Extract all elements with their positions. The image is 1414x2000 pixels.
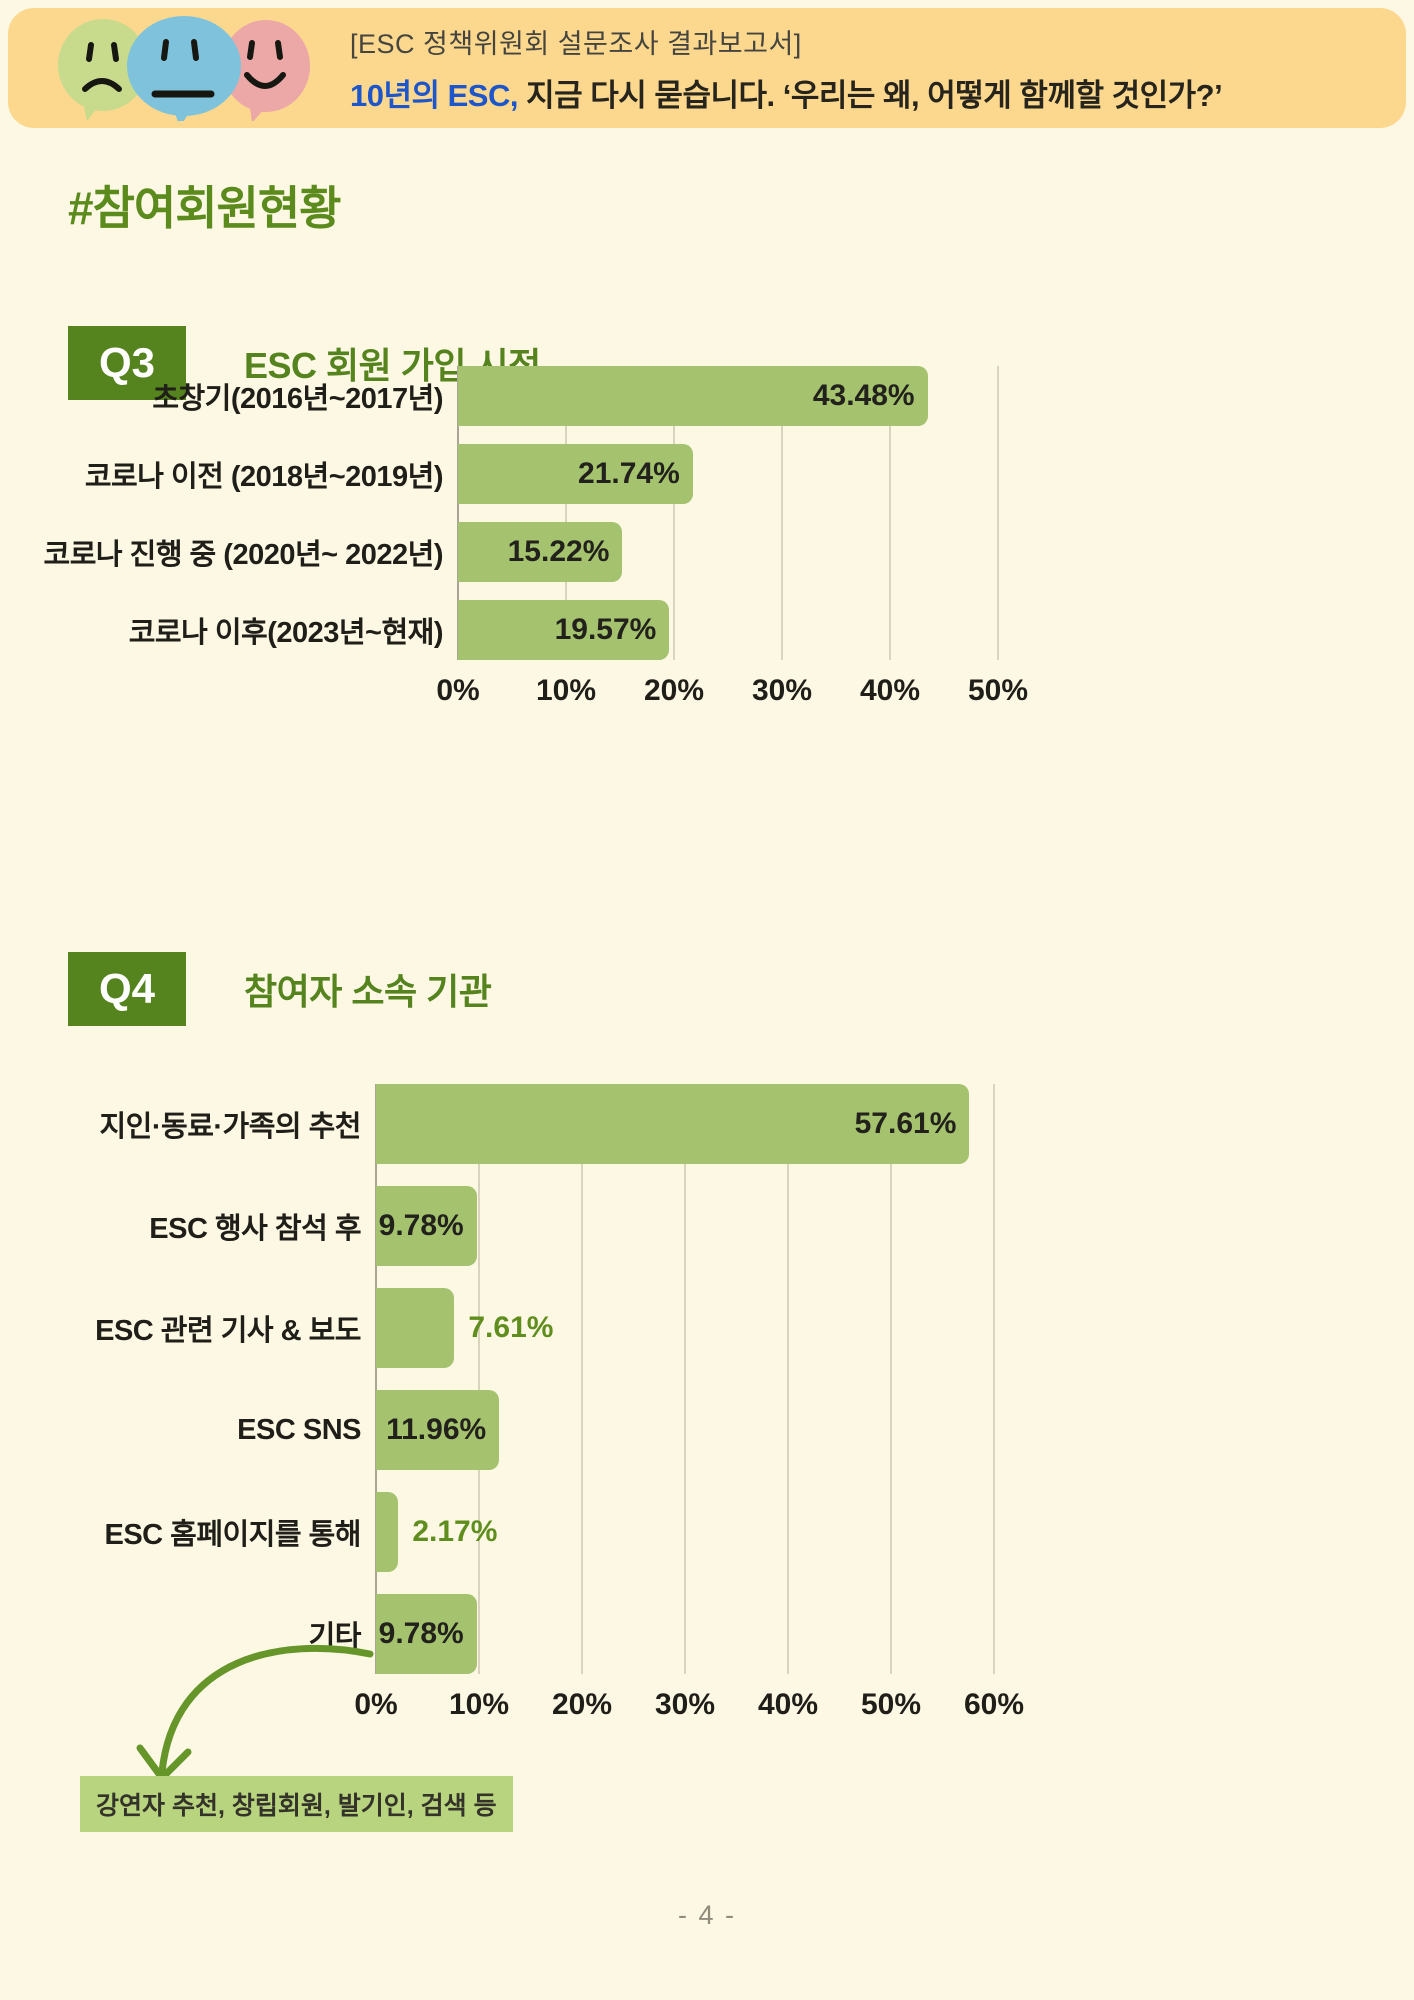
gridline xyxy=(684,1084,686,1674)
q4-bars: 57.61% 9.78% 7.61% 11.96% 2.17% 9.78% xyxy=(376,1084,994,1674)
axis-tick-label: 10% xyxy=(448,1688,510,1721)
bar-value-label: 15.22% xyxy=(507,535,610,568)
bar-value-label: 43.48% xyxy=(812,379,915,412)
report-kicker: [ESC 정책위원회 설문조사 결과보고서] xyxy=(350,28,802,59)
etc-note: 강연자 추천, 창립회원, 발기인, 검색 등 xyxy=(80,1776,513,1832)
bar: 21.74% xyxy=(458,444,693,504)
q3-x-axis: 0% 10% 20% 30% 40% 50% xyxy=(436,674,1028,710)
bar: 15.22% xyxy=(458,522,623,582)
category-label: 코로나 이후(2023년~현재) xyxy=(128,617,444,649)
gridline xyxy=(478,1084,480,1674)
q4-bar-chart: 지인·동료·가족의 추천 ESC 행사 참석 후 ESC 관련 기사 & 보도 ESC… xyxy=(68,1084,1024,1724)
bar-value-label: 9.78% xyxy=(378,1209,464,1242)
headline-rest: 지금 다시 묻습니다. ‘우리는 왜, 어떻게 함께할 것인가?’ xyxy=(518,77,1223,113)
q3-bar-chart: 초창기(2016년~2017년) 코로나 이전 (2018년~2019년) 코로나 … xyxy=(43,366,1028,710)
q3-plot-area: 43.48% 21.74% 15.22% 19.57% 0% 10% 20% 30% 40% 5… xyxy=(436,366,1028,710)
page-number: - 4 - xyxy=(677,1900,736,1930)
bar-value-label: 11.96% xyxy=(386,1413,487,1446)
gridline xyxy=(889,366,891,660)
bar: 11.96% xyxy=(376,1390,500,1470)
bar: 43.48% xyxy=(458,366,928,426)
q4-category-labels: 지인·동료·가족의 추천 ESC 행사 참석 후 ESC 관련 기사 & 보도 ESC… xyxy=(68,1084,361,1724)
q4-title: 참여자 소속 기관 xyxy=(244,971,492,1012)
headline-highlight: 10년의 ESC, xyxy=(350,77,519,113)
q4-badge: Q4 xyxy=(68,952,186,1026)
axis-tick-label: 20% xyxy=(643,674,705,707)
gridline xyxy=(993,1084,995,1674)
axis-tick-label: 0% xyxy=(436,674,480,707)
header-text-block: [ESC 정책위원회 설문조사 결과보고서] 10년의 ESC, 지금 다시 묻… xyxy=(350,22,1223,115)
speech-bubbles-faces-icon xyxy=(58,16,310,121)
gridline xyxy=(781,366,783,660)
bar-row: 9.78% xyxy=(376,1186,994,1266)
q4-header: Q4 참여자 소속 기관 xyxy=(68,952,492,1026)
category-label: ESC 행사 참석 후 xyxy=(149,1213,361,1245)
gridline xyxy=(787,1084,789,1674)
header-banner: [ESC 정책위원회 설문조사 결과보고서] 10년의 ESC, 지금 다시 묻… xyxy=(8,8,1406,128)
axis-tick-label: 40% xyxy=(859,674,921,707)
bar: 9.78% xyxy=(376,1594,477,1674)
gridline xyxy=(890,1084,892,1674)
bar-row: 2.17% xyxy=(376,1492,994,1572)
bar-row: 15.22% xyxy=(458,522,998,582)
axis-tick-label: 10% xyxy=(535,674,597,707)
q3-category-labels: 초창기(2016년~2017년) 코로나 이전 (2018년~2019년) 코로나 … xyxy=(43,366,444,710)
category-label: ESC 관련 기사 & 보도 xyxy=(95,1315,361,1347)
bar-row: 19.57% xyxy=(458,600,998,660)
bar-row: 9.78% xyxy=(376,1594,994,1674)
q4-gridlines xyxy=(375,1084,995,1674)
bar: 57.61% xyxy=(376,1084,970,1164)
gridline xyxy=(673,366,675,660)
q4-plot-area: 57.61% 9.78% 7.61% 11.96% 2.17% 9.78% 0% 10% 20… xyxy=(354,1084,1024,1724)
bar-row: 7.61% xyxy=(376,1288,994,1368)
bar-row: 11.96% xyxy=(376,1390,994,1470)
q3-badge: Q3 xyxy=(68,326,186,400)
category-label: ESC SNS xyxy=(237,1413,361,1446)
category-label: 초창기(2016년~2017년) xyxy=(152,383,443,415)
category-label: 코로나 이전 (2018년~2019년) xyxy=(84,461,444,493)
category-label: 지인·동료·가족의 추천 xyxy=(99,1111,362,1143)
axis-tick-label: 20% xyxy=(551,1688,613,1721)
bar-row: 57.61% xyxy=(376,1084,994,1164)
gridline xyxy=(997,366,999,660)
bar: 9.78% xyxy=(376,1186,477,1266)
axis-tick-label: 50% xyxy=(860,1688,922,1721)
category-label: 코로나 진행 중 (2020년~ 2022년) xyxy=(43,539,444,571)
bar-value-label: 9.78% xyxy=(378,1617,464,1650)
report-headline: 10년의 ESC, 지금 다시 묻습니다. ‘우리는 왜, 어떻게 함께할 것인… xyxy=(350,70,1223,115)
q4-x-axis: 0% 10% 20% 30% 40% 50% 60% xyxy=(354,1688,1024,1724)
bar-value-label: 21.74% xyxy=(578,457,680,490)
q3-bars: 43.48% 21.74% 15.22% 19.57% xyxy=(458,366,998,660)
axis-tick-label: 30% xyxy=(654,1688,716,1721)
category-label: ESC 홈페이지를 통해 xyxy=(104,1519,361,1551)
bar-value-label: 57.61% xyxy=(854,1107,957,1140)
gridline xyxy=(457,366,459,660)
gridline xyxy=(565,366,567,660)
bar-value-label: 19.57% xyxy=(554,613,657,646)
axis-tick-label: 60% xyxy=(963,1688,1025,1721)
bar-row: 43.48% xyxy=(458,366,998,426)
gridline xyxy=(581,1084,583,1674)
bar xyxy=(376,1492,399,1572)
bar-row: 21.74% xyxy=(458,444,998,504)
bar-value-label: 7.61% xyxy=(468,1311,554,1344)
axis-tick-label: 0% xyxy=(354,1688,398,1721)
gridline xyxy=(375,1084,377,1674)
bar xyxy=(376,1288,455,1368)
q3-gridlines xyxy=(457,366,999,660)
bar: 19.57% xyxy=(458,600,670,660)
section-title: #참여회원현황 xyxy=(68,182,342,234)
bar-value-label: 2.17% xyxy=(412,1515,498,1548)
axis-tick-label: 40% xyxy=(757,1688,819,1721)
axis-tick-label: 30% xyxy=(751,674,813,707)
axis-tick-label: 50% xyxy=(967,674,1029,707)
